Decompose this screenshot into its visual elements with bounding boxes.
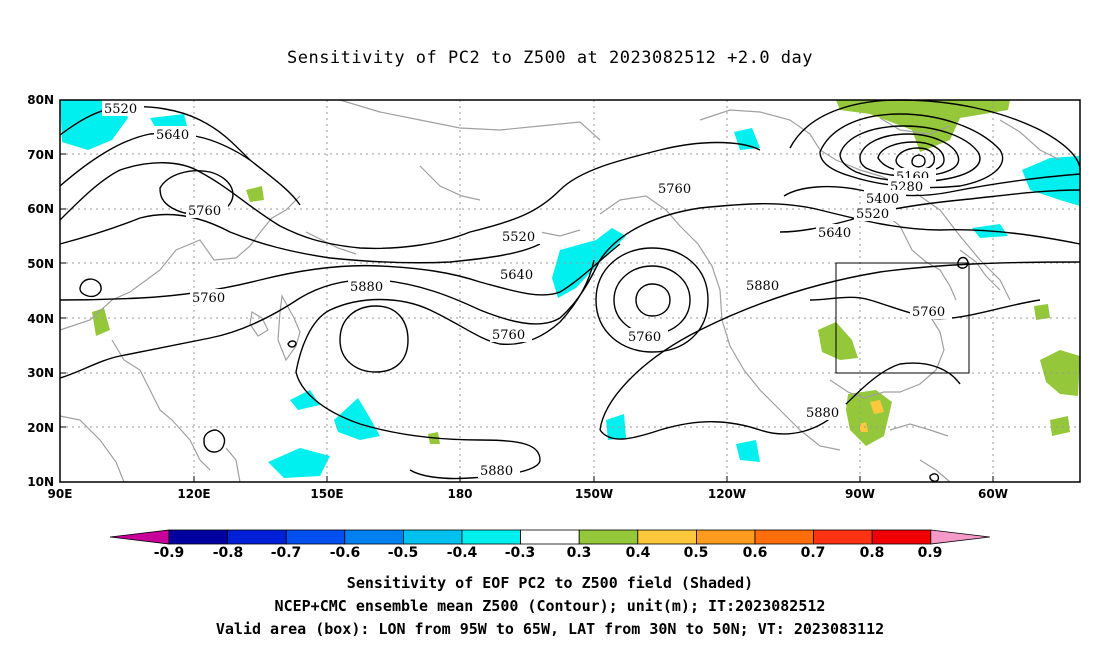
contour-label: 5520 (104, 102, 137, 117)
z500-contours (59, 99, 1081, 483)
colorbar-swatch (520, 529, 580, 545)
contour-label: 5640 (500, 268, 533, 283)
lon-label: 120W (708, 487, 746, 501)
contour-label: 5520 (502, 230, 535, 245)
lat-label: 20N (27, 421, 54, 435)
contour-label: 5760 (192, 291, 225, 306)
colorbar-swatch (285, 529, 346, 545)
lat-label: 60N (27, 202, 54, 216)
contour-label: 5760 (188, 204, 221, 219)
contour-label: 5520 (856, 207, 889, 222)
axis-ticks (60, 153, 994, 482)
lon-label: 90W (845, 487, 875, 501)
map-title: Sensitivity of PC2 to Z500 at 2023082512… (286, 48, 813, 68)
contour-label: 5760 (492, 328, 525, 343)
colorbar-swatch (227, 529, 287, 545)
longitude-labels: 90E 120E 150E 180 150W 120W 90W 60W (48, 487, 1008, 501)
grid (60, 100, 1080, 482)
lon-label: 180 (447, 487, 472, 501)
colorbar (109, 529, 990, 545)
contour-label: 5880 (480, 464, 513, 479)
contour-label: 5640 (818, 226, 851, 241)
contour-label: 5760 (912, 305, 945, 320)
colorbar-swatch (344, 529, 404, 545)
contour-label: 5400 (866, 192, 899, 207)
colorbar-label: 0.8 (860, 545, 885, 561)
colorbar-label: 0.4 (626, 545, 651, 561)
valid-area-box (835, 262, 970, 374)
colorbar-label: 0.5 (684, 545, 709, 561)
colorbar-label: 0.9 (918, 545, 943, 561)
contour-label: 5880 (746, 279, 779, 294)
caption-contour: NCEP+CMC ensemble mean Z500 (Contour); u… (274, 597, 826, 615)
lat-label: 40N (27, 312, 54, 326)
colorbar-swatch (754, 529, 814, 545)
colorbar-swatch (461, 529, 521, 545)
colorbar-label: 0.6 (743, 545, 768, 561)
caption-shading: Sensitivity of EOF PC2 to Z500 field (Sh… (346, 574, 754, 592)
colorbar-swatch (871, 529, 932, 545)
lat-label: 80N (27, 93, 54, 107)
contour-label: 5760 (658, 182, 691, 197)
lat-label: 30N (27, 366, 54, 380)
colorbar-label: 0.3 (567, 545, 592, 561)
colorbar-swatch (109, 529, 170, 545)
colorbar-label: -0.5 (388, 545, 419, 561)
lat-label: 10N (27, 475, 54, 489)
colorbar-label: -0.8 (213, 545, 244, 561)
lat-label: 70N (27, 148, 54, 162)
colorbar-label: -0.3 (505, 545, 536, 561)
colorbar-swatch (813, 529, 873, 545)
contour-label: 5880 (806, 406, 839, 421)
contour-label: 5880 (350, 280, 383, 295)
colorbar-label: -0.9 (154, 545, 185, 561)
lat-label: 50N (27, 257, 54, 271)
lon-label: 150E (310, 487, 343, 501)
colorbar-label: -0.7 (271, 545, 302, 561)
contour-labels: 5520 5640 5760 5760 5880 5520 5640 5760 … (102, 100, 952, 479)
colorbar-labels: -0.9 -0.8 -0.7 -0.6 -0.5 -0.4 -0.3 0.3 0… (154, 545, 943, 561)
colorbar-swatch (637, 529, 697, 545)
colorbar-swatch (168, 529, 228, 545)
contour-label: 5640 (156, 128, 189, 143)
colorbar-swatch (402, 529, 463, 545)
map-panel: 5520 5640 5760 5760 5880 5520 5640 5760 … (59, 99, 1081, 483)
lon-label: 60W (978, 487, 1008, 501)
colorbar-swatch (930, 529, 990, 545)
colorbar-label: 0.7 (801, 545, 826, 561)
latitude-labels: 80N 70N 60N 50N 40N 30N 20N 10N (27, 93, 54, 489)
colorbar-label: -0.4 (447, 545, 478, 561)
colorbar-label: -0.6 (330, 545, 361, 561)
colorbar-swatch (696, 529, 756, 545)
lon-label: 120E (177, 487, 210, 501)
contour-label: 5760 (628, 330, 661, 345)
lon-label: 150W (575, 487, 613, 501)
positive-sensitivity-shading (92, 100, 1080, 446)
caption-valid-area: Valid area (box): LON from 95W to 65W, L… (215, 620, 885, 638)
map-frame (59, 99, 1081, 483)
colorbar-swatch (578, 529, 639, 545)
lon-label: 90E (48, 487, 73, 501)
